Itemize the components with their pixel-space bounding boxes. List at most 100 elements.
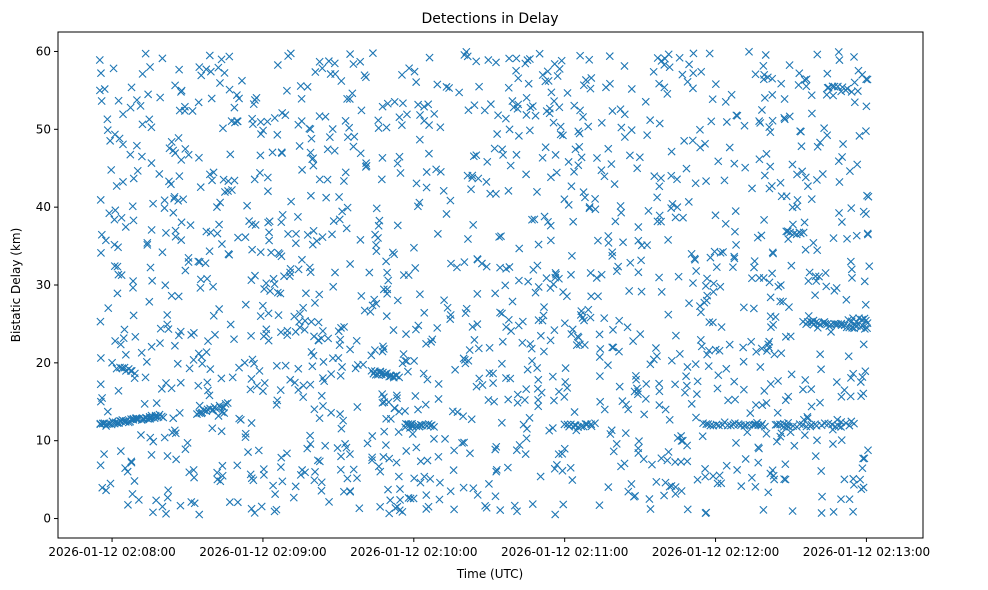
data-point [528,102,537,111]
data-point [816,350,825,359]
data-point [484,56,493,65]
data-point [800,218,809,227]
data-point [788,220,797,229]
data-point [186,221,195,230]
data-point [429,434,438,443]
data-point [776,432,785,441]
data-point [681,388,689,397]
data-point [660,54,669,63]
data-point [346,259,355,268]
data-point [484,396,493,404]
data-point [576,106,585,115]
data-point [747,473,756,482]
data-point [828,439,837,448]
data-point [673,175,682,184]
data-point [750,257,759,266]
data-point [730,159,739,168]
data-point [521,450,530,459]
data-point [548,424,557,433]
data-point [615,382,624,391]
data-point [171,226,180,235]
data-point [435,495,444,504]
data-point [436,123,445,132]
data-point [629,337,638,346]
data-point [138,120,147,129]
data-point [506,374,515,383]
data-point [627,479,636,488]
data-point [811,318,820,327]
data-point [410,356,419,365]
data-point [296,82,305,90]
data-point [781,396,790,405]
data-point [494,111,503,120]
data-point [822,282,831,291]
data-point [208,424,217,433]
data-point [248,355,257,364]
data-point [815,272,824,281]
data-point [158,54,167,63]
data-point [532,187,541,196]
data-point [732,438,740,447]
data-point [585,55,594,64]
data-point [422,491,431,500]
data-point [237,76,246,85]
data-point [696,308,705,317]
data-point [97,230,106,239]
data-point [459,483,468,492]
data-point [816,398,824,407]
data-point [475,374,484,383]
data-point [766,380,775,389]
data-point [764,340,773,349]
data-point [802,82,811,91]
data-point [226,150,235,159]
data-point [739,303,748,312]
y-tick-label: 50 [36,122,51,136]
data-point [339,487,348,496]
data-point [739,343,748,352]
data-point [307,317,316,326]
data-point [218,124,227,133]
data-point [671,489,680,498]
data-point [371,230,380,239]
data-point [845,421,854,430]
data-point [834,48,843,57]
data-point [861,300,870,309]
data-point [394,428,403,436]
data-point [536,331,545,340]
data-point [132,96,141,105]
data-point [96,195,105,204]
data-point [489,369,498,378]
data-point [541,77,550,86]
data-point [278,210,287,219]
data-point [823,83,832,92]
data-point [695,125,704,134]
data-point [864,446,872,455]
data-point [327,370,336,379]
scatter-points [95,47,874,519]
data-point [707,117,716,126]
data-point [776,297,785,306]
data-point [591,194,600,203]
data-point [712,263,721,272]
data-point [644,206,653,215]
data-point [576,51,585,60]
data-point [356,149,365,158]
data-point [608,343,617,352]
data-point [141,373,150,382]
data-point [203,378,212,387]
data-point [303,444,312,453]
data-point [551,510,560,519]
data-point [220,68,229,77]
data-point [655,387,664,396]
data-point [185,468,194,477]
data-point [243,201,252,210]
data-point [630,387,639,396]
data-point [206,228,215,237]
data-point [376,467,385,476]
data-point [169,414,178,423]
data-point [219,175,228,184]
data-point [217,427,226,436]
data-point [554,450,563,459]
data-point [209,311,218,320]
data-point [655,401,664,410]
